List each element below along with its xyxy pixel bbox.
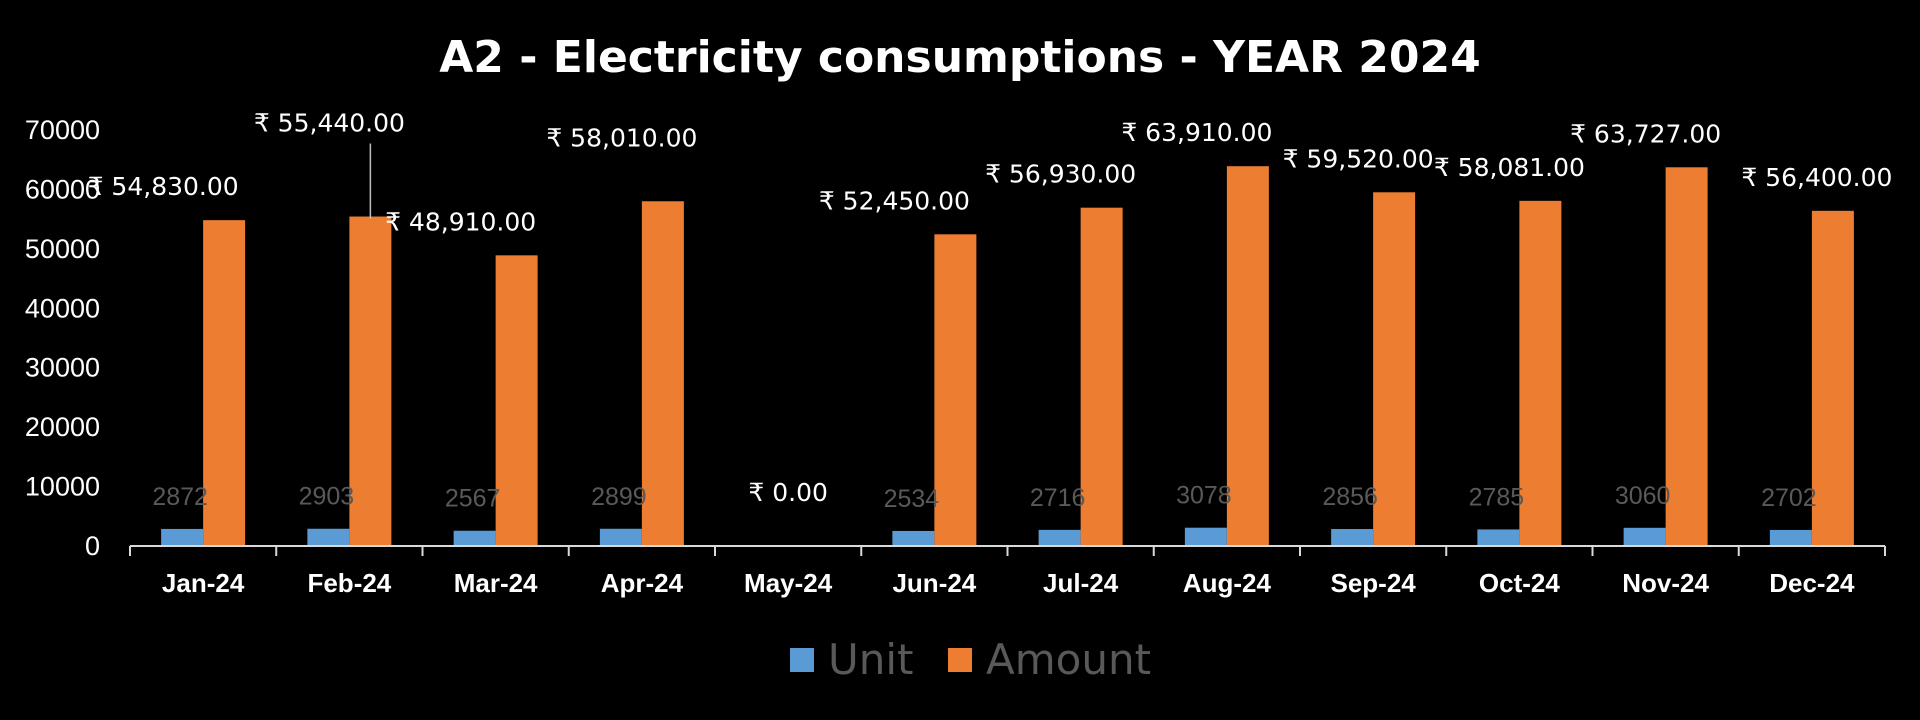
y-tick-label: 10000 — [25, 472, 100, 502]
amount-data-label: ₹ 58,010.00 — [546, 123, 697, 152]
y-axis-ticks: 0 10000 20000 30000 40000 50000 60000 70000 — [25, 115, 100, 561]
x-tick-label: Jul-24 — [1043, 568, 1119, 598]
y-tick-label: 70000 — [25, 115, 100, 145]
amount-data-label: ₹ 58,081.00 — [1434, 153, 1585, 182]
unit-data-label: 2702 — [1761, 484, 1817, 512]
y-tick-label: 60000 — [25, 174, 100, 204]
bar-amount — [349, 216, 392, 546]
unit-data-label: 2872 — [152, 483, 208, 511]
bar-unit — [892, 530, 935, 546]
x-tick-label: Aug-24 — [1183, 568, 1272, 598]
x-tick-label: Nov-24 — [1622, 568, 1709, 598]
amount-data-label: ₹ 63,910.00 — [1121, 118, 1272, 147]
amount-data-label: ₹ 63,727.00 — [1570, 119, 1721, 148]
data-labels-group: ₹ 54,830.00 2872 ₹ 55,440.00 2903 ₹ 48,910.0… — [88, 109, 1893, 513]
legend-swatch — [790, 648, 814, 672]
legend-label: Amount — [986, 635, 1151, 684]
amount-data-label: ₹ 56,400.00 — [1741, 163, 1892, 192]
y-tick-label: 50000 — [25, 234, 100, 264]
y-tick-label: 30000 — [25, 353, 100, 383]
amount-data-label: ₹ 48,910.00 — [385, 207, 536, 236]
unit-data-label: 2567 — [445, 485, 501, 513]
bar-amount — [934, 234, 977, 546]
unit-data-label: 3078 — [1176, 482, 1232, 510]
bar-unit — [1477, 529, 1520, 546]
legend-swatch — [948, 648, 972, 672]
bar-amount — [1811, 210, 1854, 546]
amount-data-label: ₹ 54,830.00 — [88, 172, 239, 201]
unit-data-label: 3060 — [1615, 482, 1671, 510]
bar-amount — [495, 255, 538, 547]
bar-amount — [1665, 167, 1708, 546]
bar-unit — [599, 528, 642, 546]
x-tick-label: Oct-24 — [1479, 568, 1560, 598]
amount-data-label: ₹ 0.00 — [748, 478, 828, 507]
unit-data-label: 2785 — [1469, 483, 1525, 511]
unit-data-label: 2534 — [884, 485, 940, 513]
bars-group — [161, 166, 1854, 547]
unit-data-label: 2899 — [591, 483, 647, 511]
unit-data-label: 2856 — [1322, 483, 1378, 511]
bar-unit — [1331, 529, 1374, 546]
bar-amount — [1519, 200, 1562, 546]
legend: Unit Amount — [790, 635, 1151, 684]
bar-unit — [1038, 529, 1081, 546]
bar-amount — [1080, 207, 1123, 546]
bar-amount — [641, 201, 684, 546]
chart-title: A2 - Electricity consumptions - YEAR 202… — [439, 32, 1481, 83]
y-tick-label: 40000 — [25, 293, 100, 323]
amount-data-label: ₹ 52,450.00 — [819, 186, 970, 215]
x-tick-label: Jun-24 — [892, 568, 976, 598]
bar-unit — [1623, 527, 1666, 546]
bar-unit — [1184, 527, 1227, 546]
bar-amount — [1373, 192, 1416, 547]
bar-amount — [1226, 166, 1269, 546]
unit-data-label: 2716 — [1030, 484, 1086, 512]
bar-unit — [453, 530, 496, 546]
bar-unit — [307, 528, 350, 546]
amount-data-label: ₹ 59,520.00 — [1283, 144, 1434, 173]
x-tick-label: Dec-24 — [1769, 568, 1855, 598]
amount-data-label: ₹ 56,930.00 — [985, 160, 1136, 189]
x-tick-label: Mar-24 — [454, 568, 538, 598]
x-tick-label: Sep-24 — [1330, 568, 1416, 598]
x-axis: Jan-24 Feb-24 Mar-24 Apr-24 May-24 Jun-24 Jul-… — [129, 545, 1886, 598]
bar-amount — [203, 220, 246, 546]
bar-unit — [161, 528, 204, 546]
legend-label: Unit — [828, 635, 914, 684]
x-tick-label: May-24 — [744, 568, 833, 598]
bar-unit — [1769, 529, 1812, 546]
x-tick-label: Feb-24 — [307, 568, 391, 598]
x-tick-label: Apr-24 — [601, 568, 684, 598]
unit-data-label: 2903 — [299, 483, 355, 511]
amount-data-label: ₹ 55,440.00 — [254, 109, 405, 138]
y-tick-label: 0 — [85, 531, 100, 561]
y-tick-label: 20000 — [25, 412, 100, 442]
x-tick-label: Jan-24 — [162, 568, 245, 598]
